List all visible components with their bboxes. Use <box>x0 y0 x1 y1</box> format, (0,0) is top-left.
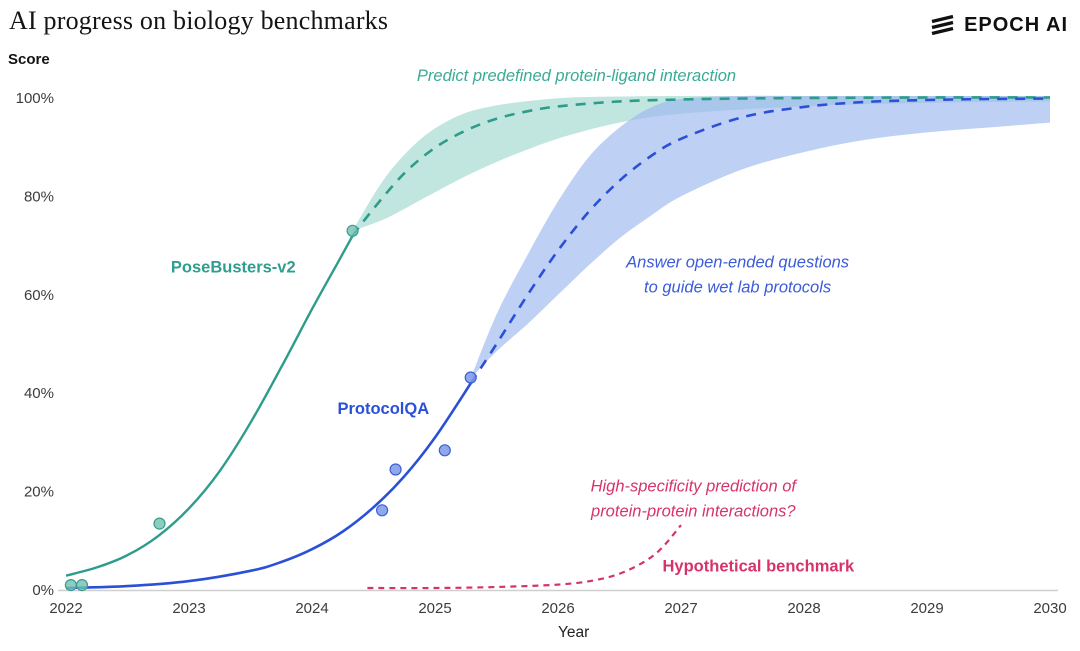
x-tick-label: 2024 <box>295 600 328 617</box>
y-tick-label: 100% <box>16 90 54 107</box>
brand-name: EPOCH AI <box>964 13 1068 36</box>
page-title: AI progress on biology benchmarks <box>9 6 389 35</box>
y-tick-label: 0% <box>32 582 54 599</box>
protocolqa-projection-band <box>470 95 1050 379</box>
annotation-hypothetical-label: Hypothetical benchmark <box>663 557 855 575</box>
annotation-protocolqa-task: to guide wet lab protocols <box>644 279 831 297</box>
x-tick-label: 2023 <box>172 600 205 617</box>
point-posebusters-v2-observations <box>153 517 166 530</box>
line-protocolqa-projection <box>469 97 1051 385</box>
point-protocolqa-observations <box>464 371 477 384</box>
y-tick-label: 80% <box>24 188 54 205</box>
line-hypothetical-benchmark <box>367 524 682 590</box>
point-posebusters-v2-observations <box>64 578 78 592</box>
epoch-ai-icon <box>931 14 954 36</box>
y-tick-label: 40% <box>24 385 54 402</box>
point-protocolqa-observations <box>438 444 451 457</box>
point-protocolqa-observations <box>376 504 389 517</box>
line-posebusters-v2-projection <box>351 96 1051 237</box>
y-tick-label: 60% <box>24 287 54 304</box>
y-tick-label: 20% <box>24 484 54 501</box>
x-tick-label: 2027 <box>664 600 697 617</box>
x-axis-title: Year <box>558 624 589 641</box>
x-tick-label: 2029 <box>910 600 943 617</box>
annotation-hypothetical-task: protein-protein interactions? <box>590 503 796 521</box>
line-protocolqa-fit <box>65 382 472 590</box>
posebusters-v2-projection-band <box>352 95 1051 231</box>
line-posebusters-v2-fit <box>65 235 354 577</box>
epoch-ai-logo: EPOCH AI <box>929 13 1068 37</box>
annotation-protocolqa-label: ProtocolQA <box>337 400 429 418</box>
annotation-protocolqa-task: Answer open-ended questions <box>625 254 849 272</box>
header: AI progress on biology benchmarks EPOCH … <box>0 0 1080 52</box>
x-tick-label: 2028 <box>787 600 820 617</box>
annotation-hypothetical-task: High-specificity prediction of <box>591 478 799 496</box>
point-posebusters-v2-observations <box>346 224 359 237</box>
y-axis-title: Score <box>8 51 50 68</box>
x-tick-label: 2022 <box>49 600 82 617</box>
x-tick-label: 2026 <box>541 600 574 617</box>
point-protocolqa-observations <box>389 463 402 476</box>
x-tick-label: 2025 <box>418 600 451 617</box>
point-posebusters-v2-observations <box>75 578 89 592</box>
x-tick-label: 2030 <box>1033 600 1066 617</box>
annotation-posebusters-label: PoseBusters-v2 <box>171 259 296 277</box>
annotation-posebusters-task: Predict predefined protein-ligand intera… <box>417 67 736 85</box>
